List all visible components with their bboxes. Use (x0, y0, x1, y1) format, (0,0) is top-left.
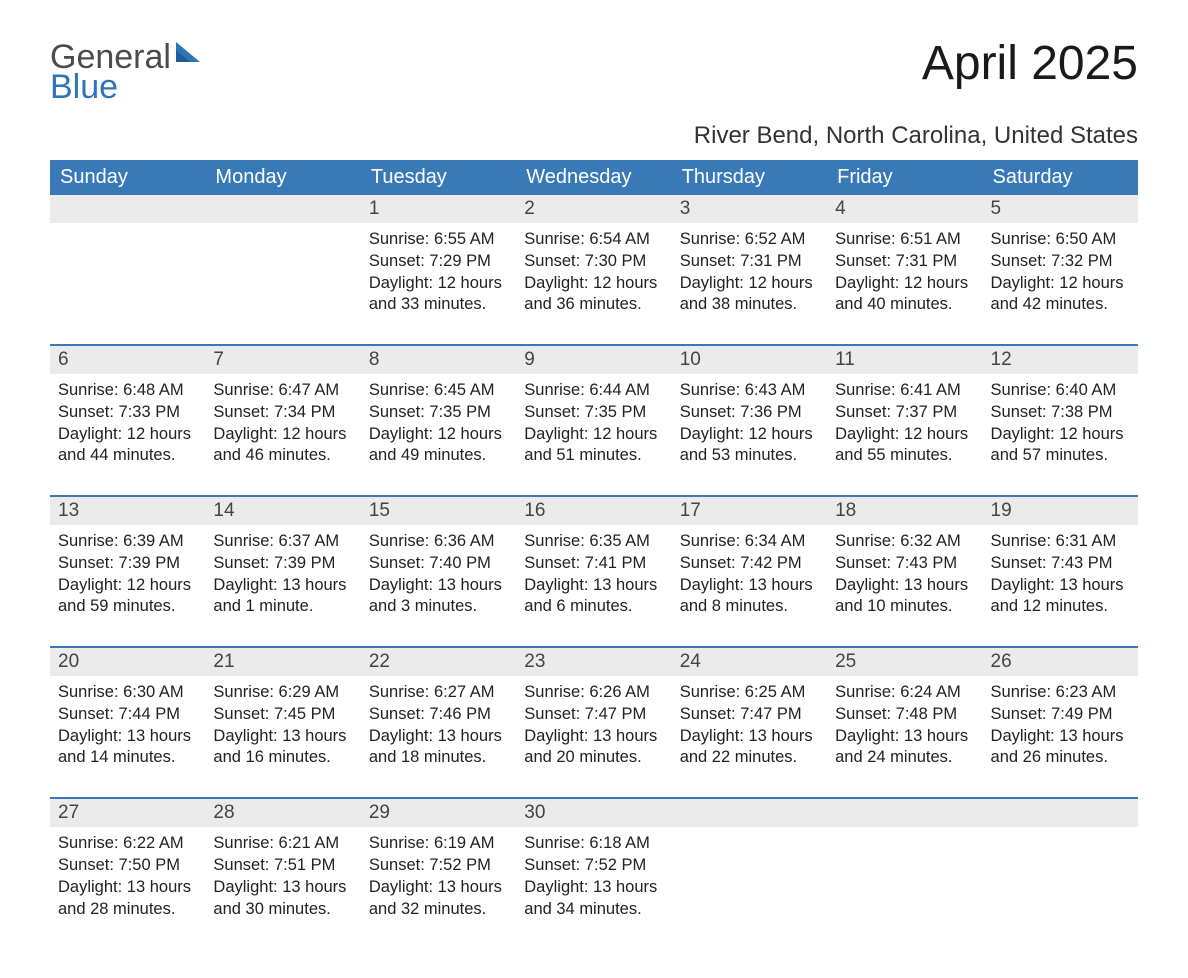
daynum-row: 6789101112 (50, 345, 1138, 374)
day-cell: Sunrise: 6:18 AM Sunset: 7:52 PM Dayligh… (516, 827, 671, 948)
day-number: 29 (361, 798, 516, 827)
col-sat: Saturday (983, 160, 1138, 195)
calendar-page: General Blue April 2025 River Bend, Nort… (0, 0, 1188, 978)
day-number: 30 (516, 798, 671, 827)
day-cell (672, 827, 827, 948)
daynum-row: 20212223242526 (50, 647, 1138, 676)
day-cell: Sunrise: 6:51 AM Sunset: 7:31 PM Dayligh… (827, 223, 982, 345)
day-number: 1 (361, 195, 516, 223)
col-thu: Thursday (672, 160, 827, 195)
brand-logo: General Blue (50, 40, 204, 104)
daynum-row: 13141516171819 (50, 496, 1138, 525)
day-number (672, 798, 827, 827)
day-cell: Sunrise: 6:41 AM Sunset: 7:37 PM Dayligh… (827, 374, 982, 496)
day-number (983, 798, 1138, 827)
day-number (827, 798, 982, 827)
sail-icon (174, 40, 204, 69)
location-subtitle: River Bend, North Carolina, United State… (50, 122, 1138, 150)
day-cell (827, 827, 982, 948)
day-number: 10 (672, 345, 827, 374)
day-cell: Sunrise: 6:40 AM Sunset: 7:38 PM Dayligh… (983, 374, 1138, 496)
day-number: 26 (983, 647, 1138, 676)
day-cell (983, 827, 1138, 948)
day-number: 28 (205, 798, 360, 827)
day-cell: Sunrise: 6:19 AM Sunset: 7:52 PM Dayligh… (361, 827, 516, 948)
day-number: 16 (516, 496, 671, 525)
day-number (205, 195, 360, 223)
day-number: 5 (983, 195, 1138, 223)
day-cell: Sunrise: 6:23 AM Sunset: 7:49 PM Dayligh… (983, 676, 1138, 798)
col-wed: Wednesday (516, 160, 671, 195)
day-cell: Sunrise: 6:30 AM Sunset: 7:44 PM Dayligh… (50, 676, 205, 798)
day-cell: Sunrise: 6:21 AM Sunset: 7:51 PM Dayligh… (205, 827, 360, 948)
daynum-row: 12345 (50, 195, 1138, 223)
day-cell: Sunrise: 6:45 AM Sunset: 7:35 PM Dayligh… (361, 374, 516, 496)
day-number: 17 (672, 496, 827, 525)
day-number: 9 (516, 345, 671, 374)
day-cell (50, 223, 205, 345)
day-cell: Sunrise: 6:25 AM Sunset: 7:47 PM Dayligh… (672, 676, 827, 798)
day-cell: Sunrise: 6:43 AM Sunset: 7:36 PM Dayligh… (672, 374, 827, 496)
day-cell: Sunrise: 6:31 AM Sunset: 7:43 PM Dayligh… (983, 525, 1138, 647)
day-cell (205, 223, 360, 345)
day-cell: Sunrise: 6:55 AM Sunset: 7:29 PM Dayligh… (361, 223, 516, 345)
day-cell: Sunrise: 6:52 AM Sunset: 7:31 PM Dayligh… (672, 223, 827, 345)
day-cell: Sunrise: 6:37 AM Sunset: 7:39 PM Dayligh… (205, 525, 360, 647)
header-row: General Blue April 2025 (50, 40, 1138, 104)
day-number (50, 195, 205, 223)
day-number: 18 (827, 496, 982, 525)
col-tue: Tuesday (361, 160, 516, 195)
day-number: 22 (361, 647, 516, 676)
day-cell: Sunrise: 6:32 AM Sunset: 7:43 PM Dayligh… (827, 525, 982, 647)
day-cell: Sunrise: 6:24 AM Sunset: 7:48 PM Dayligh… (827, 676, 982, 798)
day-number: 8 (361, 345, 516, 374)
day-content-row: Sunrise: 6:22 AM Sunset: 7:50 PM Dayligh… (50, 827, 1138, 948)
weekday-header-row: Sunday Monday Tuesday Wednesday Thursday… (50, 160, 1138, 195)
day-cell: Sunrise: 6:48 AM Sunset: 7:33 PM Dayligh… (50, 374, 205, 496)
day-number: 6 (50, 345, 205, 374)
day-number: 7 (205, 345, 360, 374)
col-mon: Monday (205, 160, 360, 195)
day-number: 3 (672, 195, 827, 223)
day-cell: Sunrise: 6:26 AM Sunset: 7:47 PM Dayligh… (516, 676, 671, 798)
day-number: 11 (827, 345, 982, 374)
col-sun: Sunday (50, 160, 205, 195)
day-content-row: Sunrise: 6:48 AM Sunset: 7:33 PM Dayligh… (50, 374, 1138, 496)
day-number: 4 (827, 195, 982, 223)
day-cell: Sunrise: 6:22 AM Sunset: 7:50 PM Dayligh… (50, 827, 205, 948)
month-title: April 2025 (922, 40, 1138, 88)
day-cell: Sunrise: 6:27 AM Sunset: 7:46 PM Dayligh… (361, 676, 516, 798)
day-number: 12 (983, 345, 1138, 374)
calendar-table: Sunday Monday Tuesday Wednesday Thursday… (50, 160, 1138, 948)
day-number: 14 (205, 496, 360, 525)
day-number: 19 (983, 496, 1138, 525)
day-number: 24 (672, 647, 827, 676)
day-number: 15 (361, 496, 516, 525)
day-cell: Sunrise: 6:44 AM Sunset: 7:35 PM Dayligh… (516, 374, 671, 496)
day-cell: Sunrise: 6:39 AM Sunset: 7:39 PM Dayligh… (50, 525, 205, 647)
day-cell: Sunrise: 6:47 AM Sunset: 7:34 PM Dayligh… (205, 374, 360, 496)
day-number: 27 (50, 798, 205, 827)
day-content-row: Sunrise: 6:55 AM Sunset: 7:29 PM Dayligh… (50, 223, 1138, 345)
day-number: 25 (827, 647, 982, 676)
day-cell: Sunrise: 6:50 AM Sunset: 7:32 PM Dayligh… (983, 223, 1138, 345)
day-cell: Sunrise: 6:54 AM Sunset: 7:30 PM Dayligh… (516, 223, 671, 345)
day-content-row: Sunrise: 6:30 AM Sunset: 7:44 PM Dayligh… (50, 676, 1138, 798)
day-cell: Sunrise: 6:34 AM Sunset: 7:42 PM Dayligh… (672, 525, 827, 647)
day-content-row: Sunrise: 6:39 AM Sunset: 7:39 PM Dayligh… (50, 525, 1138, 647)
day-number: 13 (50, 496, 205, 525)
day-number: 21 (205, 647, 360, 676)
day-number: 2 (516, 195, 671, 223)
day-cell: Sunrise: 6:35 AM Sunset: 7:41 PM Dayligh… (516, 525, 671, 647)
daynum-row: 27282930 (50, 798, 1138, 827)
day-number: 20 (50, 647, 205, 676)
col-fri: Friday (827, 160, 982, 195)
title-block: April 2025 (922, 40, 1138, 88)
day-cell: Sunrise: 6:29 AM Sunset: 7:45 PM Dayligh… (205, 676, 360, 798)
day-cell: Sunrise: 6:36 AM Sunset: 7:40 PM Dayligh… (361, 525, 516, 647)
day-number: 23 (516, 647, 671, 676)
